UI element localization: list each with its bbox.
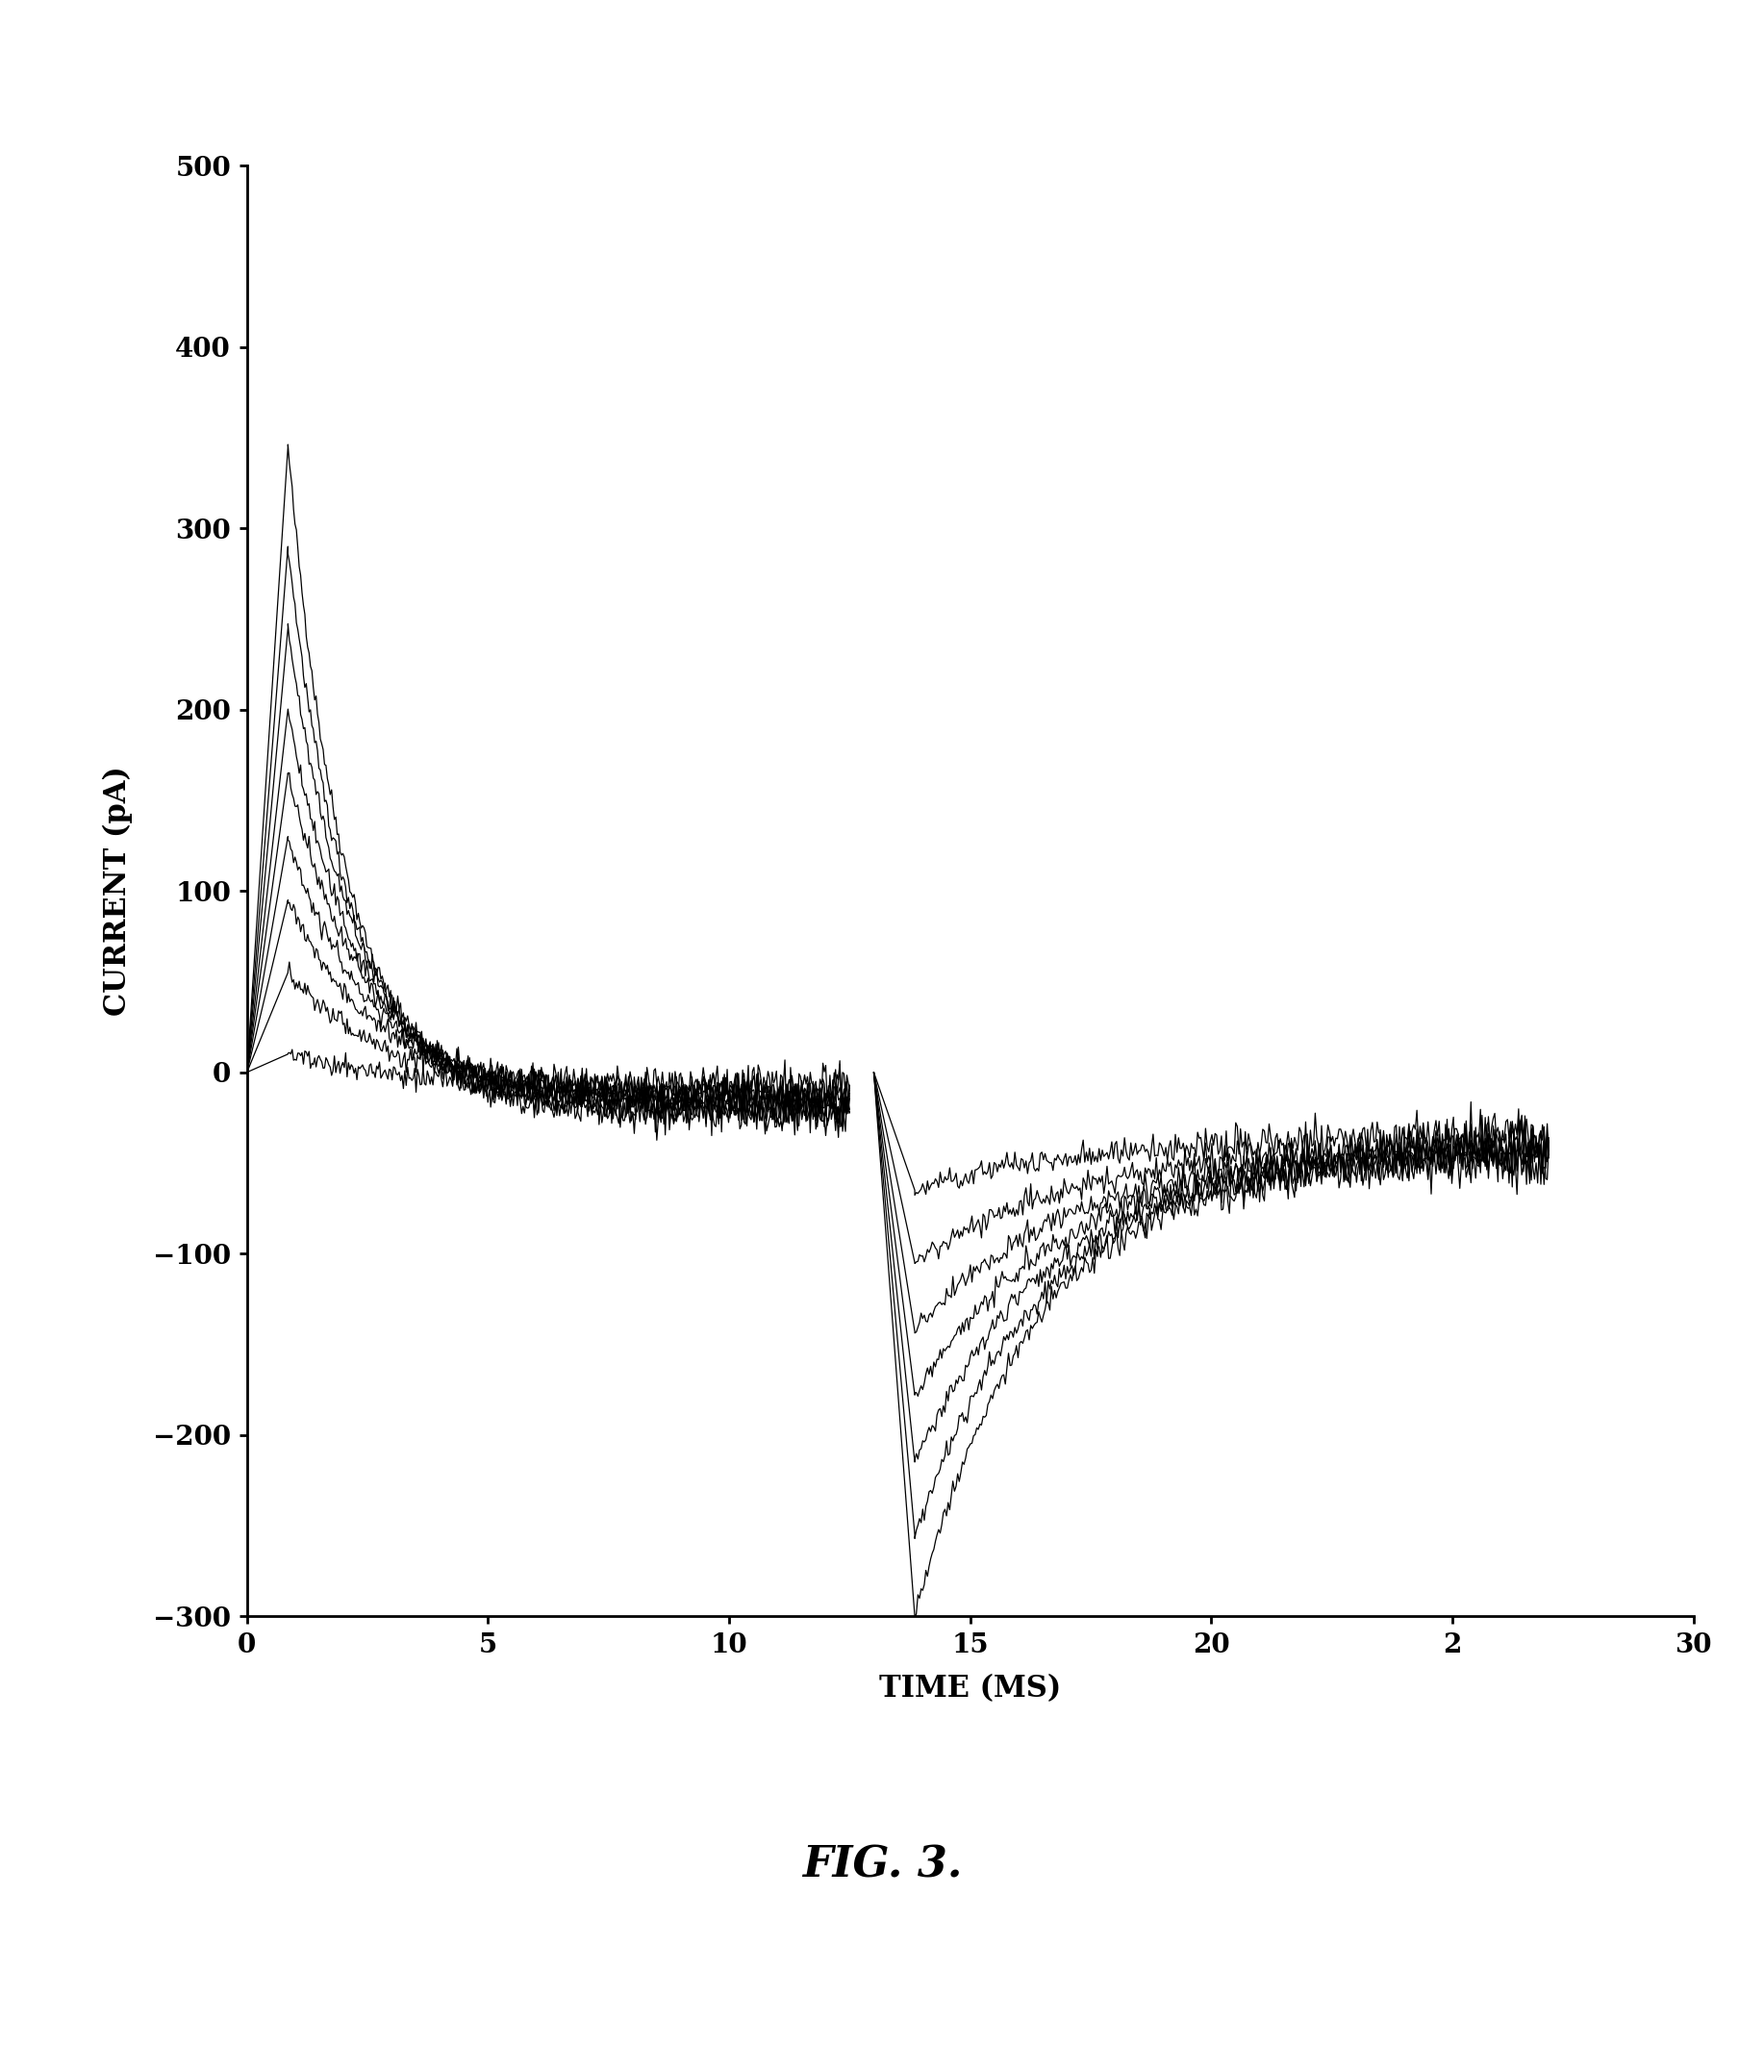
Y-axis label: CURRENT (pA): CURRENT (pA)	[102, 767, 132, 1015]
X-axis label: TIME (MS): TIME (MS)	[878, 1674, 1062, 1703]
Text: FIG. 3.: FIG. 3.	[803, 1844, 961, 1886]
